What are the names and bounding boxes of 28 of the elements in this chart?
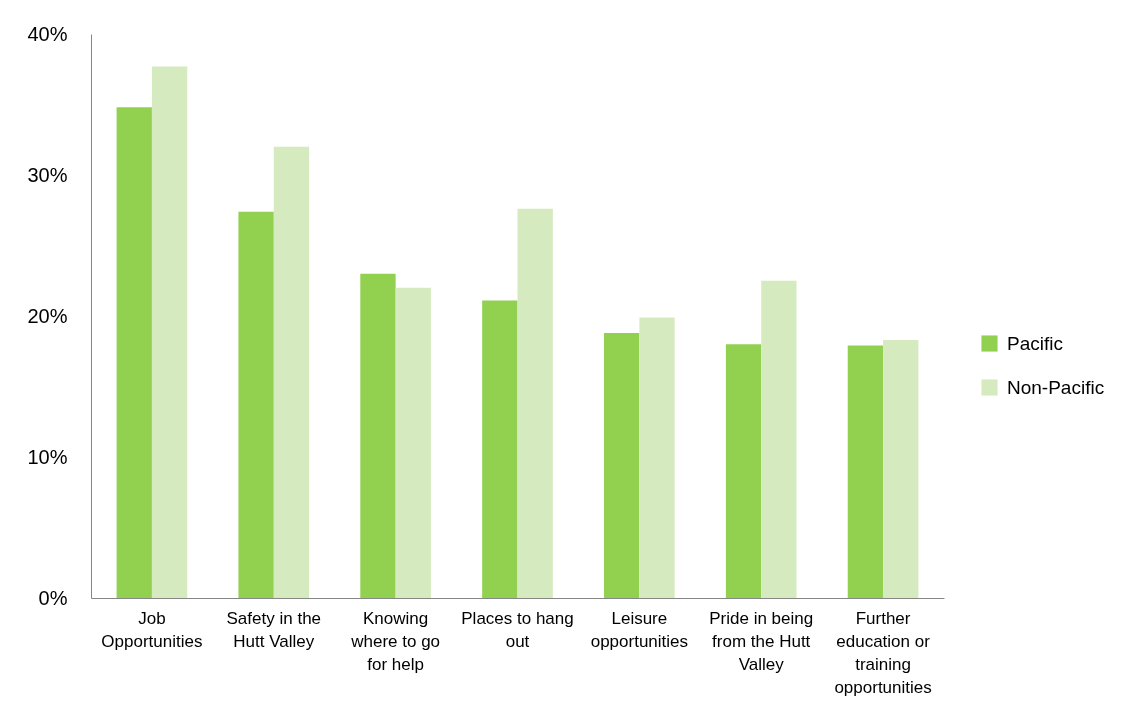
legend-label: Pacific (1007, 332, 1063, 354)
x-tick-label: Job Opportunities (101, 608, 203, 651)
x-tick-label: Safety in the Hutt Valley (226, 608, 322, 651)
y-tick-label: 0% (38, 586, 68, 609)
bar (639, 317, 675, 598)
bar (360, 273, 396, 598)
bar (725, 344, 762, 598)
bar (395, 287, 431, 598)
y-tick-label: 10% (27, 445, 68, 468)
legend-label: Non-Pacific (1007, 376, 1105, 398)
bar (847, 345, 884, 598)
y-tick-label: 20% (27, 304, 68, 327)
bar (116, 107, 152, 598)
bar (761, 280, 797, 598)
bar (151, 66, 188, 598)
y-tick-label: 30% (27, 163, 68, 186)
x-tick-label: Knowing where to go for help (350, 608, 441, 674)
bar (883, 339, 919, 598)
bar (482, 300, 518, 598)
bar (604, 332, 640, 598)
x-tick-label: Places to hang out (461, 608, 574, 651)
bar (238, 211, 274, 598)
bar (517, 208, 553, 598)
x-tick-label: Further education or training opportunities (834, 608, 932, 697)
y-tick-label: 40% (27, 22, 68, 45)
x-tick-label: Pride in being from the Hutt Valley (709, 608, 814, 674)
bar (273, 146, 310, 598)
x-tick-label: Leisure opportunities (590, 608, 689, 651)
